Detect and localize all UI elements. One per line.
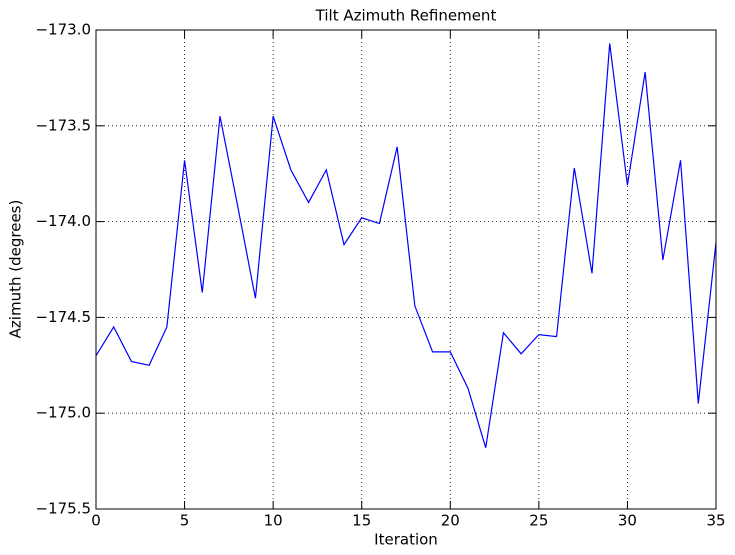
x-tick-label: 5 (180, 512, 190, 530)
x-tick-label: 15 (352, 512, 371, 530)
y-tick-label: −174.0 (35, 212, 91, 230)
y-tick-label: −175.5 (35, 500, 91, 518)
x-tick-label: 30 (618, 512, 637, 530)
x-axis-label: Iteration (374, 531, 438, 549)
y-axis-label: Azimuth (degrees) (7, 200, 25, 339)
data-line (95, 43, 717, 448)
y-tick-label: −175.0 (35, 404, 91, 422)
x-tick-label: 25 (529, 512, 548, 530)
plot-frame (95, 29, 717, 510)
x-tick-label: 10 (264, 512, 283, 530)
x-tick-label: 0 (91, 512, 101, 530)
y-tick-label: −173.0 (35, 21, 91, 39)
x-tick-label: 35 (706, 512, 725, 530)
y-tick-label: −174.5 (35, 308, 91, 326)
chart-title: Tilt Azimuth Refinement (315, 7, 497, 25)
x-tick-label: 20 (441, 512, 460, 530)
y-tick-label: −173.5 (35, 116, 91, 134)
